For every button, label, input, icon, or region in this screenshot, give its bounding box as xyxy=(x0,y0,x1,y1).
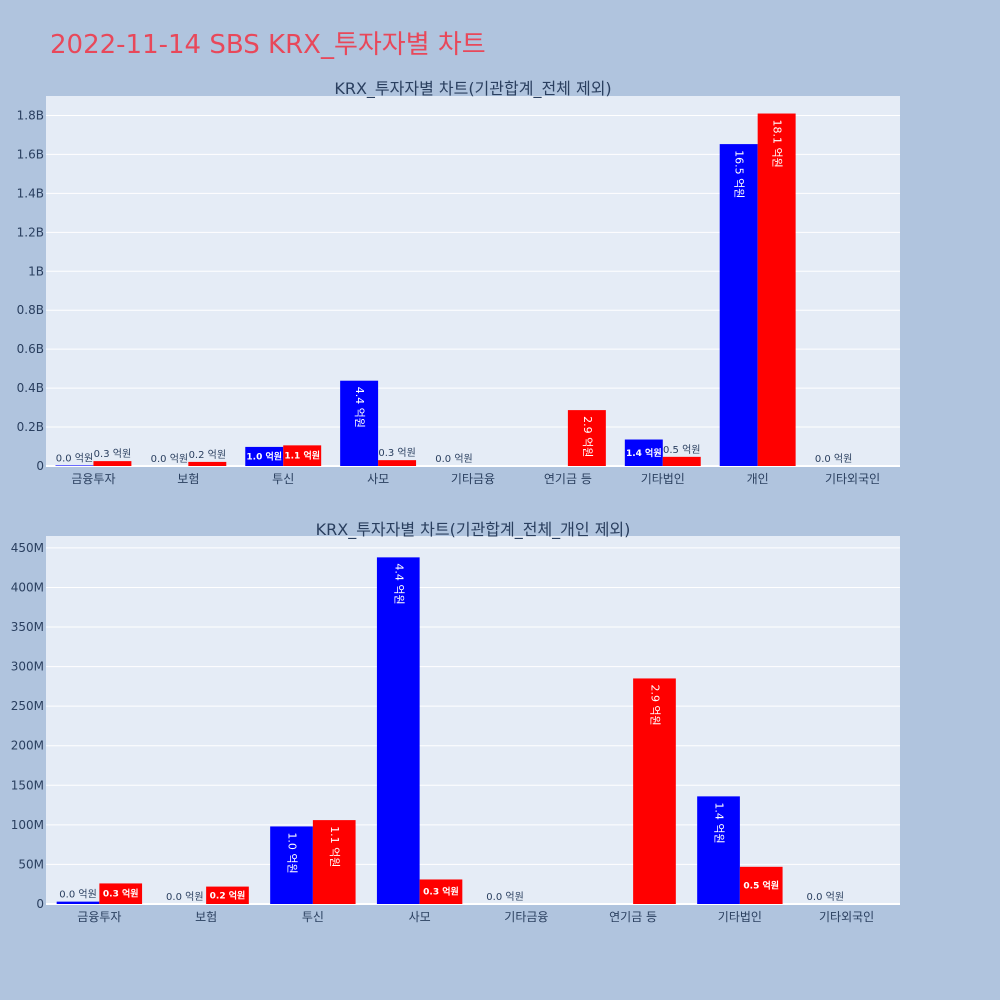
data-label: 0.3 억원 xyxy=(94,448,131,460)
bar xyxy=(340,380,379,466)
data-label: 0.5 억원 xyxy=(743,879,779,891)
bar xyxy=(188,461,227,466)
x-tick-label: 기타법인 xyxy=(641,472,685,486)
x-tick-label: 투신 xyxy=(272,472,294,486)
plot-area xyxy=(46,536,900,904)
y-tick-label: 400M xyxy=(11,580,44,594)
data-label: 0.0 억원 xyxy=(151,453,188,465)
data-label: 1.4 억원 xyxy=(713,802,726,843)
bar xyxy=(739,866,783,904)
data-label: 0.2 억원 xyxy=(189,449,226,461)
y-tick-label: 50M xyxy=(18,857,44,871)
data-label: 0.0 억원 xyxy=(166,891,203,903)
x-tick-label: 기타외국인 xyxy=(825,472,880,486)
bar xyxy=(567,410,606,466)
bar xyxy=(283,445,322,466)
bar xyxy=(55,465,94,466)
x-tick-label: 기타금융 xyxy=(504,910,548,924)
data-label: 0.2 억원 xyxy=(210,889,246,901)
y-tick-label: 0.6B xyxy=(17,342,44,356)
data-label: 0.0 억원 xyxy=(807,891,844,903)
bar xyxy=(376,557,420,904)
data-label: 0.3 억원 xyxy=(378,447,415,459)
x-tick-label: 기타금융 xyxy=(451,472,495,486)
x-tick-label: 보험 xyxy=(177,472,199,486)
bar xyxy=(312,820,356,904)
x-tick-label: 기타외국인 xyxy=(819,910,874,924)
y-tick-label: 0.8B xyxy=(17,303,44,317)
bar xyxy=(719,144,758,466)
bar xyxy=(206,886,249,904)
y-tick-label: 100M xyxy=(11,818,44,832)
x-tick-label: 사모 xyxy=(367,472,389,486)
y-tick-label: 450M xyxy=(11,541,44,555)
bar xyxy=(624,439,663,466)
x-tick-label: 금융투자 xyxy=(71,472,115,486)
data-label: 0.3 억원 xyxy=(103,888,139,900)
y-tick-label: 300M xyxy=(11,660,44,674)
data-label: 0.0 억원 xyxy=(435,453,472,465)
x-tick-label: 기타법인 xyxy=(718,910,762,924)
bar xyxy=(99,883,143,904)
chart-title: KRX_투자자별 차트(기관합계_전체_개인 제외) xyxy=(316,520,631,540)
y-tick-label: 0.4B xyxy=(17,381,44,395)
y-tick-label: 150M xyxy=(11,778,44,792)
x-tick-label: 사모 xyxy=(409,910,431,924)
y-tick-label: 1B xyxy=(28,264,44,278)
bar xyxy=(270,826,313,904)
y-tick-label: 1.2B xyxy=(17,225,44,239)
y-tick-label: 1.6B xyxy=(17,147,44,161)
y-tick-label: 350M xyxy=(11,620,44,634)
data-label: 0.3 억원 xyxy=(423,886,459,898)
x-tick-label: 금융투자 xyxy=(77,910,121,924)
data-label: 1.1 억원 xyxy=(328,826,341,867)
data-label: 2.9 억원 xyxy=(648,684,661,725)
bar xyxy=(378,460,417,466)
x-tick-label: 연기금 등 xyxy=(544,472,592,486)
data-label: 2.9 억원 xyxy=(581,416,594,457)
y-tick-label: 0 xyxy=(36,459,44,473)
x-tick-label: 개인 xyxy=(747,472,769,486)
page-title: 2022-11-14 SBS KRX_투자자별 차트 xyxy=(50,30,486,60)
x-tick-label: 보험 xyxy=(195,910,217,924)
data-label: 1.1 억원 xyxy=(284,450,320,462)
data-label: 1.0 억원 xyxy=(286,832,299,873)
data-label: 18.1 억원 xyxy=(771,120,784,168)
x-tick-label: 연기금 등 xyxy=(609,910,657,924)
y-tick-label: 0 xyxy=(36,897,44,911)
data-label: 0.0 억원 xyxy=(486,891,523,903)
y-tick-label: 250M xyxy=(11,699,44,713)
y-tick-label: 0.2B xyxy=(17,420,44,434)
x-tick-label: 투신 xyxy=(302,910,324,924)
data-label: 0.0 억원 xyxy=(59,889,96,901)
y-tick-label: 1.4B xyxy=(17,186,44,200)
data-label: 1.0 억원 xyxy=(246,450,282,462)
y-tick-label: 200M xyxy=(11,739,44,753)
bar xyxy=(245,446,284,466)
data-label: 4.4 억원 xyxy=(392,563,405,604)
data-label: 16.5 억원 xyxy=(733,150,746,198)
bar xyxy=(419,879,463,904)
y-tick-label: 1.8B xyxy=(17,108,44,122)
bar xyxy=(56,901,100,904)
bar xyxy=(93,461,132,466)
data-label: 0.0 억원 xyxy=(56,452,93,464)
chart-title: KRX_투자자별 차트(기관합계_전체 제외) xyxy=(334,79,611,99)
bar xyxy=(662,456,701,466)
bar xyxy=(633,678,676,904)
data-label: 4.4 억원 xyxy=(353,387,366,428)
data-label: 0.5 억원 xyxy=(663,444,700,456)
bar xyxy=(757,113,796,467)
chart-institutional-excluding-total-and-individual: KRX_투자자별 차트(기관합계_전체_개인 제외) 0 50M 100M 150M 20… xyxy=(11,520,900,924)
data-label: 1.4 억원 xyxy=(626,447,662,459)
chart-institutional-excluding-total: KRX_투자자별 차트(기관합계_전체 제외) 0 0.2B 0.4B 0.6B 0.8B… xyxy=(17,79,900,486)
bar xyxy=(697,796,740,904)
data-label: 0.0 억원 xyxy=(815,453,852,465)
